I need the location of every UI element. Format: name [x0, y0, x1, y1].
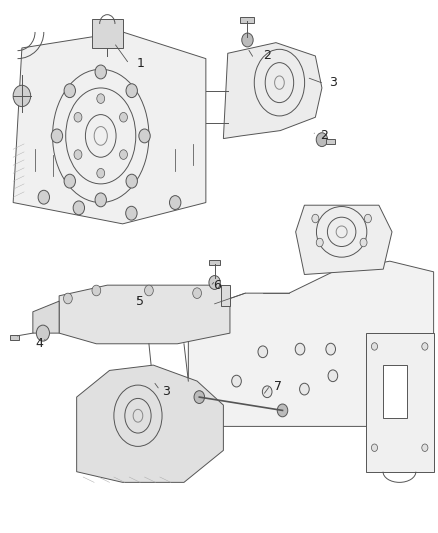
Text: 4: 4 [35, 337, 43, 350]
Circle shape [312, 214, 319, 223]
Text: 6: 6 [213, 279, 221, 292]
Text: 2: 2 [263, 50, 271, 62]
Circle shape [51, 129, 63, 143]
Circle shape [139, 129, 150, 143]
Bar [10, 335, 19, 340]
Circle shape [64, 84, 75, 98]
Circle shape [170, 196, 181, 209]
Circle shape [422, 444, 428, 451]
Bar [326, 139, 335, 144]
Polygon shape [296, 205, 392, 274]
Text: 3: 3 [162, 385, 170, 398]
Circle shape [262, 386, 272, 398]
Circle shape [295, 343, 305, 355]
Circle shape [242, 33, 253, 47]
Circle shape [277, 404, 288, 417]
Bar [92, 19, 123, 48]
Circle shape [232, 375, 241, 387]
Circle shape [316, 133, 328, 147]
Circle shape [360, 238, 367, 247]
Circle shape [126, 206, 137, 220]
Circle shape [64, 174, 75, 188]
Circle shape [126, 84, 138, 98]
Polygon shape [366, 333, 434, 472]
Text: 7: 7 [274, 380, 282, 393]
Circle shape [92, 285, 101, 296]
Polygon shape [33, 301, 59, 333]
Polygon shape [13, 32, 206, 224]
Circle shape [97, 94, 105, 103]
Bar [383, 365, 407, 418]
Bar [209, 260, 220, 265]
Circle shape [74, 112, 82, 122]
Circle shape [97, 168, 105, 178]
Circle shape [194, 391, 205, 403]
Circle shape [38, 190, 49, 204]
Text: 2: 2 [320, 130, 328, 142]
Circle shape [126, 174, 138, 188]
Text: 1: 1 [136, 58, 144, 70]
Circle shape [371, 444, 378, 451]
Circle shape [36, 325, 49, 341]
Circle shape [371, 343, 378, 350]
Circle shape [64, 293, 72, 304]
Circle shape [209, 276, 220, 289]
Circle shape [364, 214, 371, 223]
Circle shape [74, 150, 82, 159]
Circle shape [95, 65, 106, 79]
Polygon shape [221, 285, 230, 306]
Circle shape [120, 112, 127, 122]
Circle shape [258, 346, 268, 358]
Polygon shape [223, 43, 322, 139]
Circle shape [316, 238, 323, 247]
Circle shape [73, 201, 85, 215]
Bar [240, 17, 254, 23]
Polygon shape [59, 285, 230, 344]
Text: 5: 5 [136, 295, 144, 308]
Circle shape [13, 85, 31, 107]
Circle shape [300, 383, 309, 395]
Circle shape [193, 288, 201, 298]
Circle shape [120, 150, 127, 159]
Circle shape [422, 343, 428, 350]
Circle shape [145, 285, 153, 296]
Circle shape [95, 193, 106, 207]
Polygon shape [188, 261, 434, 426]
Circle shape [328, 370, 338, 382]
Circle shape [326, 343, 336, 355]
Polygon shape [77, 365, 223, 482]
Text: 3: 3 [329, 76, 337, 89]
